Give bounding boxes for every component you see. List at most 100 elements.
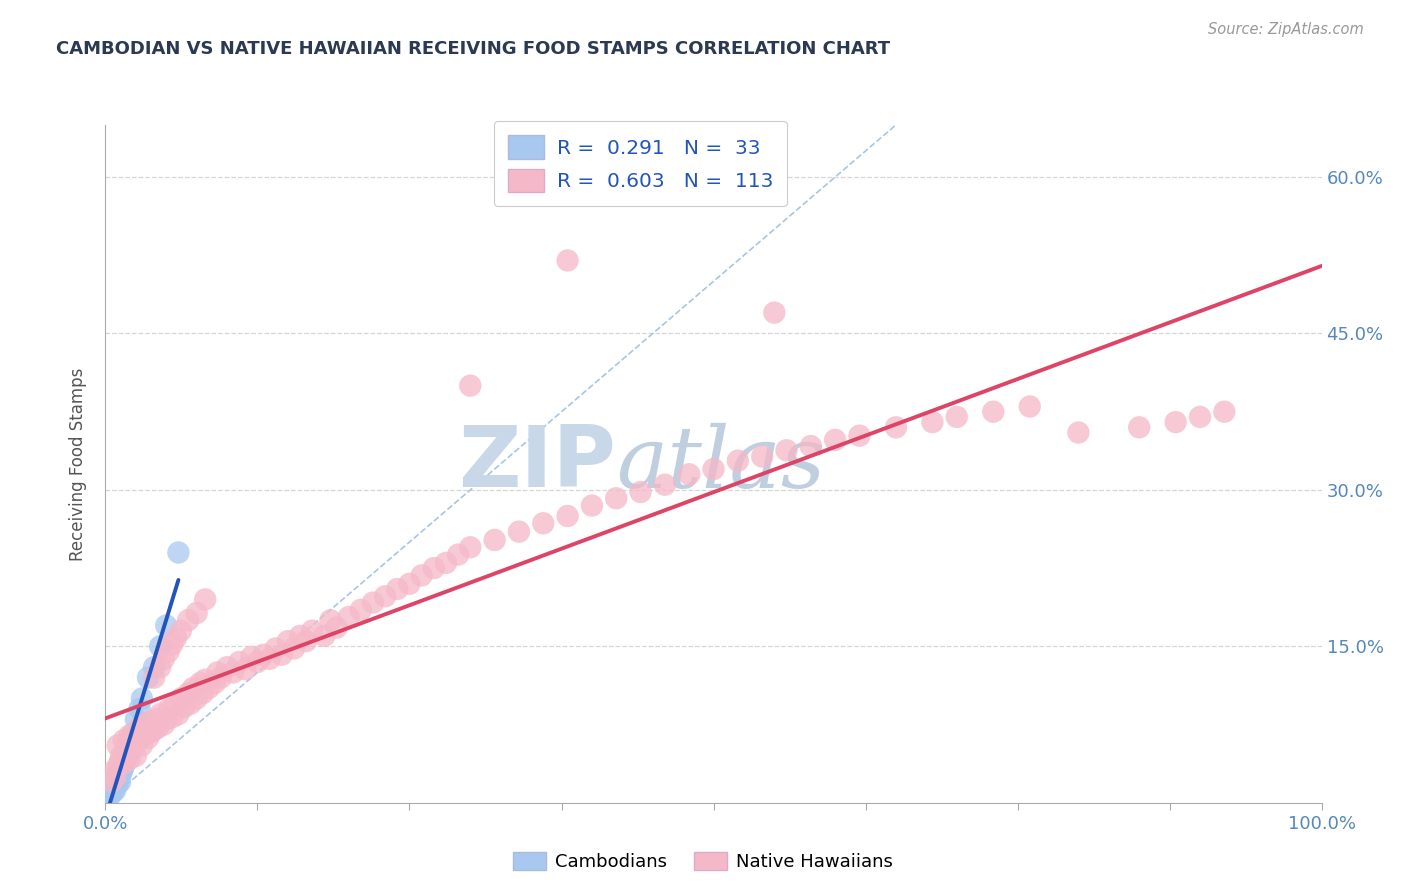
Point: [153, 717, 176, 731]
Point: [180, 697, 202, 711]
Text: ZIP: ZIP: [458, 422, 616, 506]
Point: [1128, 420, 1150, 434]
Point: [423, 561, 446, 575]
Point: [678, 467, 700, 482]
Point: [143, 671, 166, 685]
Point: [146, 721, 169, 735]
Point: [101, 785, 124, 799]
Point: [581, 499, 603, 513]
Point: [112, 756, 135, 771]
Point: [167, 545, 190, 559]
Point: [114, 754, 136, 768]
Point: [108, 775, 131, 789]
Point: [447, 548, 470, 562]
Point: [103, 764, 125, 779]
Point: [122, 735, 145, 749]
Point: [434, 556, 457, 570]
Point: [115, 746, 138, 760]
Point: [128, 721, 150, 735]
Point: [301, 624, 323, 638]
Point: [143, 660, 166, 674]
Point: [531, 516, 554, 531]
Point: [288, 629, 311, 643]
Point: [98, 785, 121, 799]
Point: [117, 739, 139, 753]
Point: [155, 712, 177, 726]
Point: [100, 783, 122, 797]
Point: [246, 655, 269, 669]
Point: [295, 634, 318, 648]
Point: [103, 780, 125, 794]
Point: [458, 541, 481, 555]
Point: [100, 775, 122, 789]
Point: [145, 712, 167, 726]
Point: [125, 748, 148, 763]
Text: CAMBODIAN VS NATIVE HAWAIIAN RECEIVING FOOD STAMPS CORRELATION CHART: CAMBODIAN VS NATIVE HAWAIIAN RECEIVING F…: [56, 40, 890, 58]
Point: [153, 652, 176, 666]
Point: [167, 707, 190, 722]
Point: [165, 631, 187, 645]
Point: [117, 748, 139, 763]
Point: [186, 691, 208, 706]
Point: [118, 752, 141, 766]
Point: [222, 665, 245, 680]
Point: [155, 618, 177, 632]
Point: [112, 759, 135, 773]
Point: [209, 671, 232, 685]
Point: [945, 409, 967, 424]
Point: [157, 702, 180, 716]
Point: [107, 777, 129, 791]
Point: [110, 748, 132, 763]
Point: [104, 779, 127, 793]
Point: [125, 724, 148, 739]
Point: [191, 686, 214, 700]
Point: [1189, 409, 1212, 424]
Point: [775, 443, 797, 458]
Point: [228, 655, 250, 669]
Point: [1067, 425, 1090, 440]
Point: [108, 754, 131, 768]
Point: [277, 634, 299, 648]
Point: [105, 770, 128, 784]
Legend: Cambodians, Native Hawaiians: Cambodians, Native Hawaiians: [506, 845, 900, 879]
Point: [194, 592, 217, 607]
Point: [177, 686, 200, 700]
Point: [143, 723, 166, 737]
Point: [107, 759, 129, 773]
Point: [508, 524, 530, 539]
Point: [702, 462, 725, 476]
Point: [128, 702, 150, 716]
Point: [411, 568, 433, 582]
Point: [118, 728, 141, 742]
Point: [149, 640, 172, 654]
Point: [107, 772, 129, 787]
Point: [110, 766, 132, 780]
Point: [727, 453, 749, 467]
Point: [751, 450, 773, 464]
Point: [101, 782, 124, 797]
Point: [207, 665, 229, 680]
Point: [921, 415, 943, 429]
Point: [125, 712, 148, 726]
Point: [107, 739, 129, 753]
Point: [157, 644, 180, 658]
Point: [1164, 415, 1187, 429]
Point: [181, 681, 204, 695]
Point: [149, 707, 172, 722]
Text: Source: ZipAtlas.com: Source: ZipAtlas.com: [1208, 22, 1364, 37]
Point: [314, 629, 336, 643]
Point: [361, 596, 384, 610]
Point: [630, 485, 652, 500]
Point: [458, 378, 481, 392]
Point: [1213, 405, 1236, 419]
Point: [100, 780, 122, 794]
Point: [217, 660, 239, 674]
Point: [141, 724, 163, 739]
Point: [162, 637, 184, 651]
Point: [800, 439, 823, 453]
Point: [112, 733, 135, 747]
Point: [131, 739, 153, 753]
Y-axis label: Receiving Food Stamps: Receiving Food Stamps: [69, 368, 87, 560]
Point: [135, 717, 157, 731]
Point: [981, 405, 1004, 419]
